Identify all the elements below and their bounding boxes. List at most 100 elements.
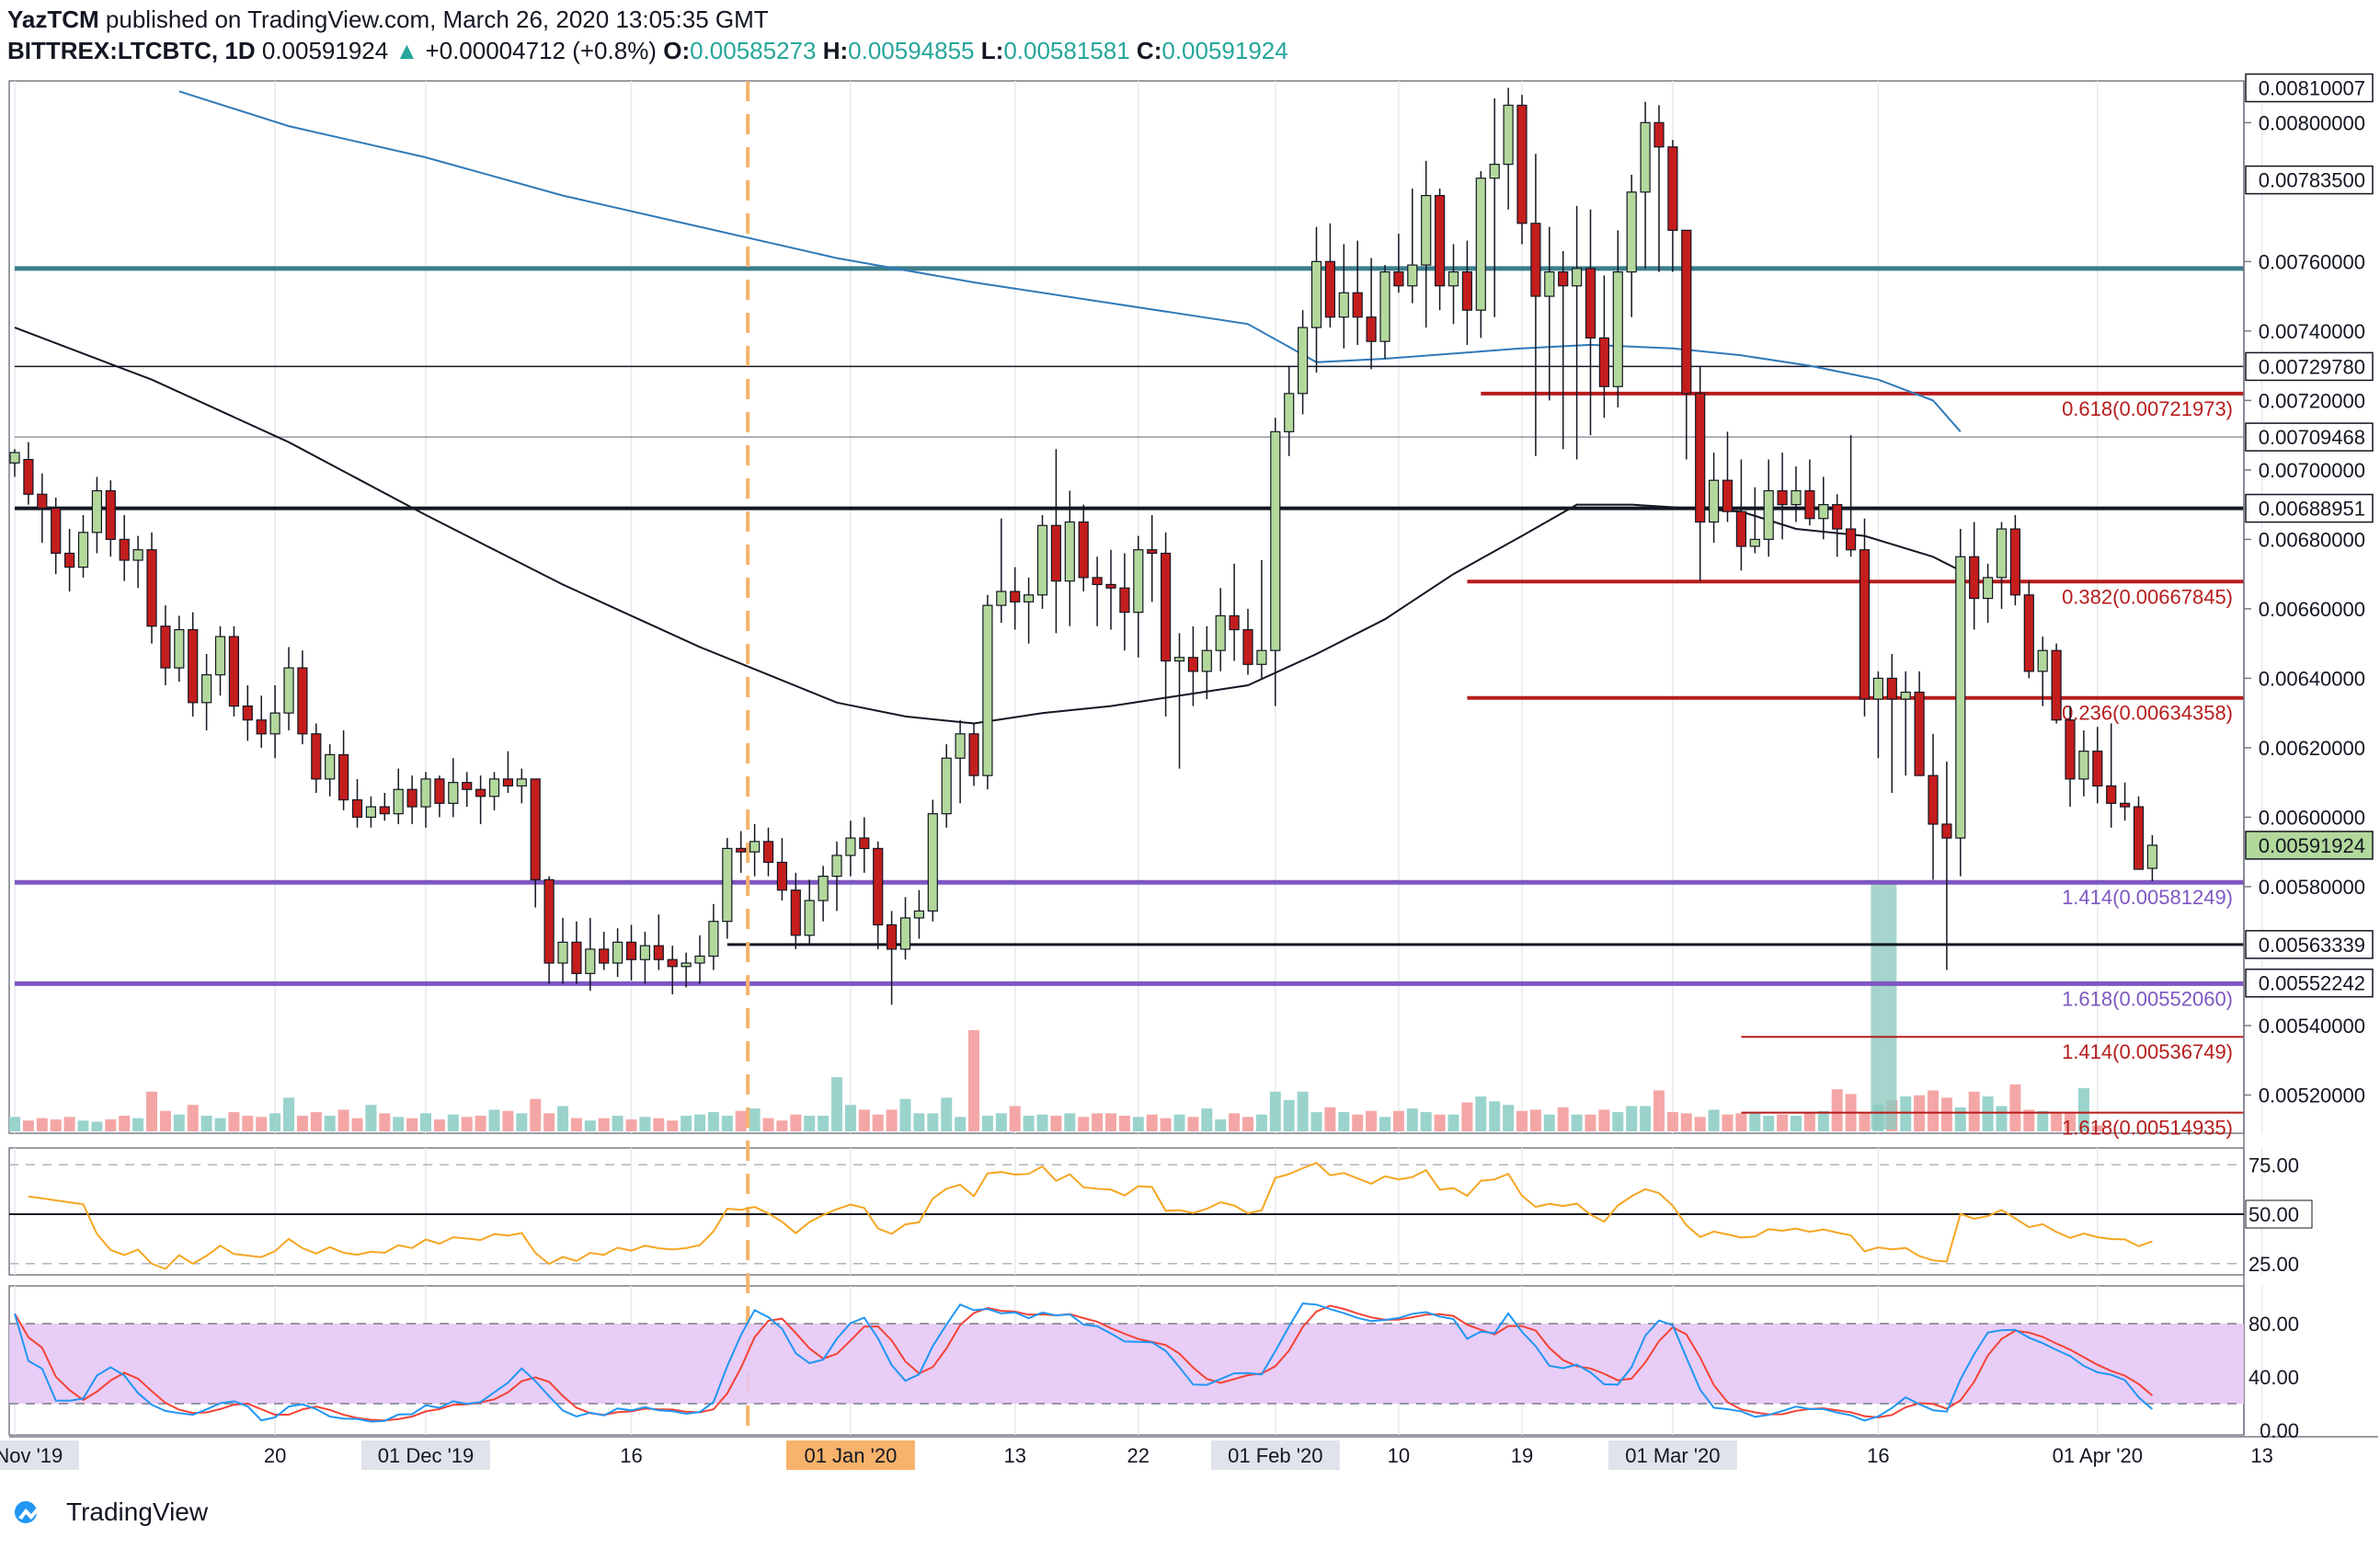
candle-body: [694, 955, 705, 964]
candle: [1969, 522, 1980, 630]
candle: [188, 612, 199, 717]
volume-bar: [653, 1118, 665, 1131]
tradingview-footer[interactable]: TradingView: [13, 1497, 208, 1527]
candle-body: [2133, 806, 2145, 870]
price-badge: [2245, 831, 2374, 860]
candle-body: [379, 806, 390, 815]
candle: [1996, 522, 2008, 609]
candle-body: [1050, 524, 1062, 582]
volume-bar: [420, 1113, 431, 1131]
candle-body: [1229, 614, 1240, 631]
volume-bar: [1722, 1114, 1734, 1131]
candle: [845, 820, 856, 877]
open-label: O:: [663, 37, 691, 64]
candle: [160, 605, 171, 685]
candle-body: [1147, 549, 1158, 555]
volume-bar: [1612, 1112, 1624, 1131]
candle: [982, 594, 993, 790]
price-badge-label: 0.00591924: [2259, 834, 2365, 857]
volume-bar: [941, 1097, 953, 1131]
price-badge-label: 0.00563339: [2259, 934, 2365, 957]
volume-bar: [159, 1110, 171, 1131]
candle-body: [708, 921, 719, 958]
volume-bar: [338, 1109, 349, 1131]
candle-body: [283, 667, 294, 714]
volume-bar: [1940, 1097, 1952, 1131]
candle: [1626, 174, 1637, 317]
time-label-box: [1210, 1440, 1340, 1470]
volume-bar: [1982, 1096, 1994, 1131]
candle: [269, 684, 280, 759]
candle: [351, 778, 363, 828]
candle: [1955, 529, 1966, 877]
time-tick-label: 01 Apr '20: [2053, 1444, 2143, 1467]
candle: [859, 817, 870, 873]
candle-body: [612, 941, 624, 964]
candle: [63, 529, 75, 592]
candle: [1571, 205, 1583, 460]
candle: [544, 876, 555, 984]
publish-info: published on TradingView.com, March 26, …: [98, 6, 769, 33]
volume-bar: [1503, 1105, 1515, 1131]
candle: [1366, 258, 1377, 370]
candle: [1229, 563, 1240, 661]
volume-bar: [2077, 1087, 2089, 1131]
candle: [1585, 209, 1596, 436]
candle: [228, 625, 239, 717]
time-tick-label: 20: [264, 1444, 286, 1467]
volume-bar: [1036, 1114, 1048, 1131]
candle: [1461, 240, 1473, 345]
candle-body: [1133, 549, 1144, 614]
candle: [1516, 95, 1528, 245]
candle: [639, 932, 651, 984]
candle-body: [2092, 751, 2103, 787]
candle-body: [1105, 583, 1116, 589]
candle-body: [927, 813, 938, 912]
symbol-line: BITTREX:LTCBTC, 1D 0.00591924 ▲ +0.00004…: [7, 35, 2214, 66]
candle-body: [749, 841, 761, 853]
stoch-k-line: [14, 1302, 2154, 1423]
rsi-tick-label: 50.00: [2248, 1203, 2299, 1226]
candle-body: [119, 538, 130, 561]
price-tick-label: 0.00660000: [2259, 598, 2365, 621]
volume-bar: [968, 1030, 979, 1131]
candle-body: [325, 753, 336, 780]
candle-body: [132, 549, 143, 561]
candle: [9, 449, 20, 477]
candle: [1489, 98, 1500, 317]
candle-body: [667, 958, 678, 968]
volume-bar: [1078, 1117, 1090, 1131]
candle: [2146, 834, 2157, 881]
candle: [1681, 229, 1692, 460]
candle: [1886, 653, 1897, 793]
candle-body: [1626, 191, 1637, 273]
candle-body: [242, 706, 253, 721]
volume-bar: [913, 1113, 925, 1131]
candle: [502, 751, 514, 793]
volume-bar: [735, 1110, 747, 1131]
candle-body: [599, 948, 610, 964]
volume-bar: [1310, 1112, 1322, 1131]
volume-bar: [1900, 1096, 1912, 1131]
candle-body: [1338, 292, 1349, 318]
candle: [420, 772, 431, 828]
candle: [2120, 782, 2131, 821]
candle: [2037, 637, 2048, 706]
volume-bar: [1187, 1117, 1199, 1131]
volume-bar: [9, 1117, 20, 1131]
price-badge: [2245, 968, 2374, 998]
candle: [2023, 580, 2034, 679]
volume-bar: [1777, 1114, 1789, 1131]
candle-body: [776, 861, 788, 891]
author-name[interactable]: YazTCM: [7, 6, 99, 33]
candle-body: [1667, 146, 1678, 231]
candle: [694, 935, 705, 984]
candle-body: [269, 712, 280, 735]
symbol-name[interactable]: BITTREX:LTCBTC, 1D: [7, 37, 256, 64]
candle: [1064, 490, 1075, 626]
candlesticks: [9, 87, 2157, 1005]
candle-body: [1173, 657, 1185, 662]
candle: [681, 952, 692, 988]
price-badge-label: 0.00810007: [2259, 77, 2365, 100]
